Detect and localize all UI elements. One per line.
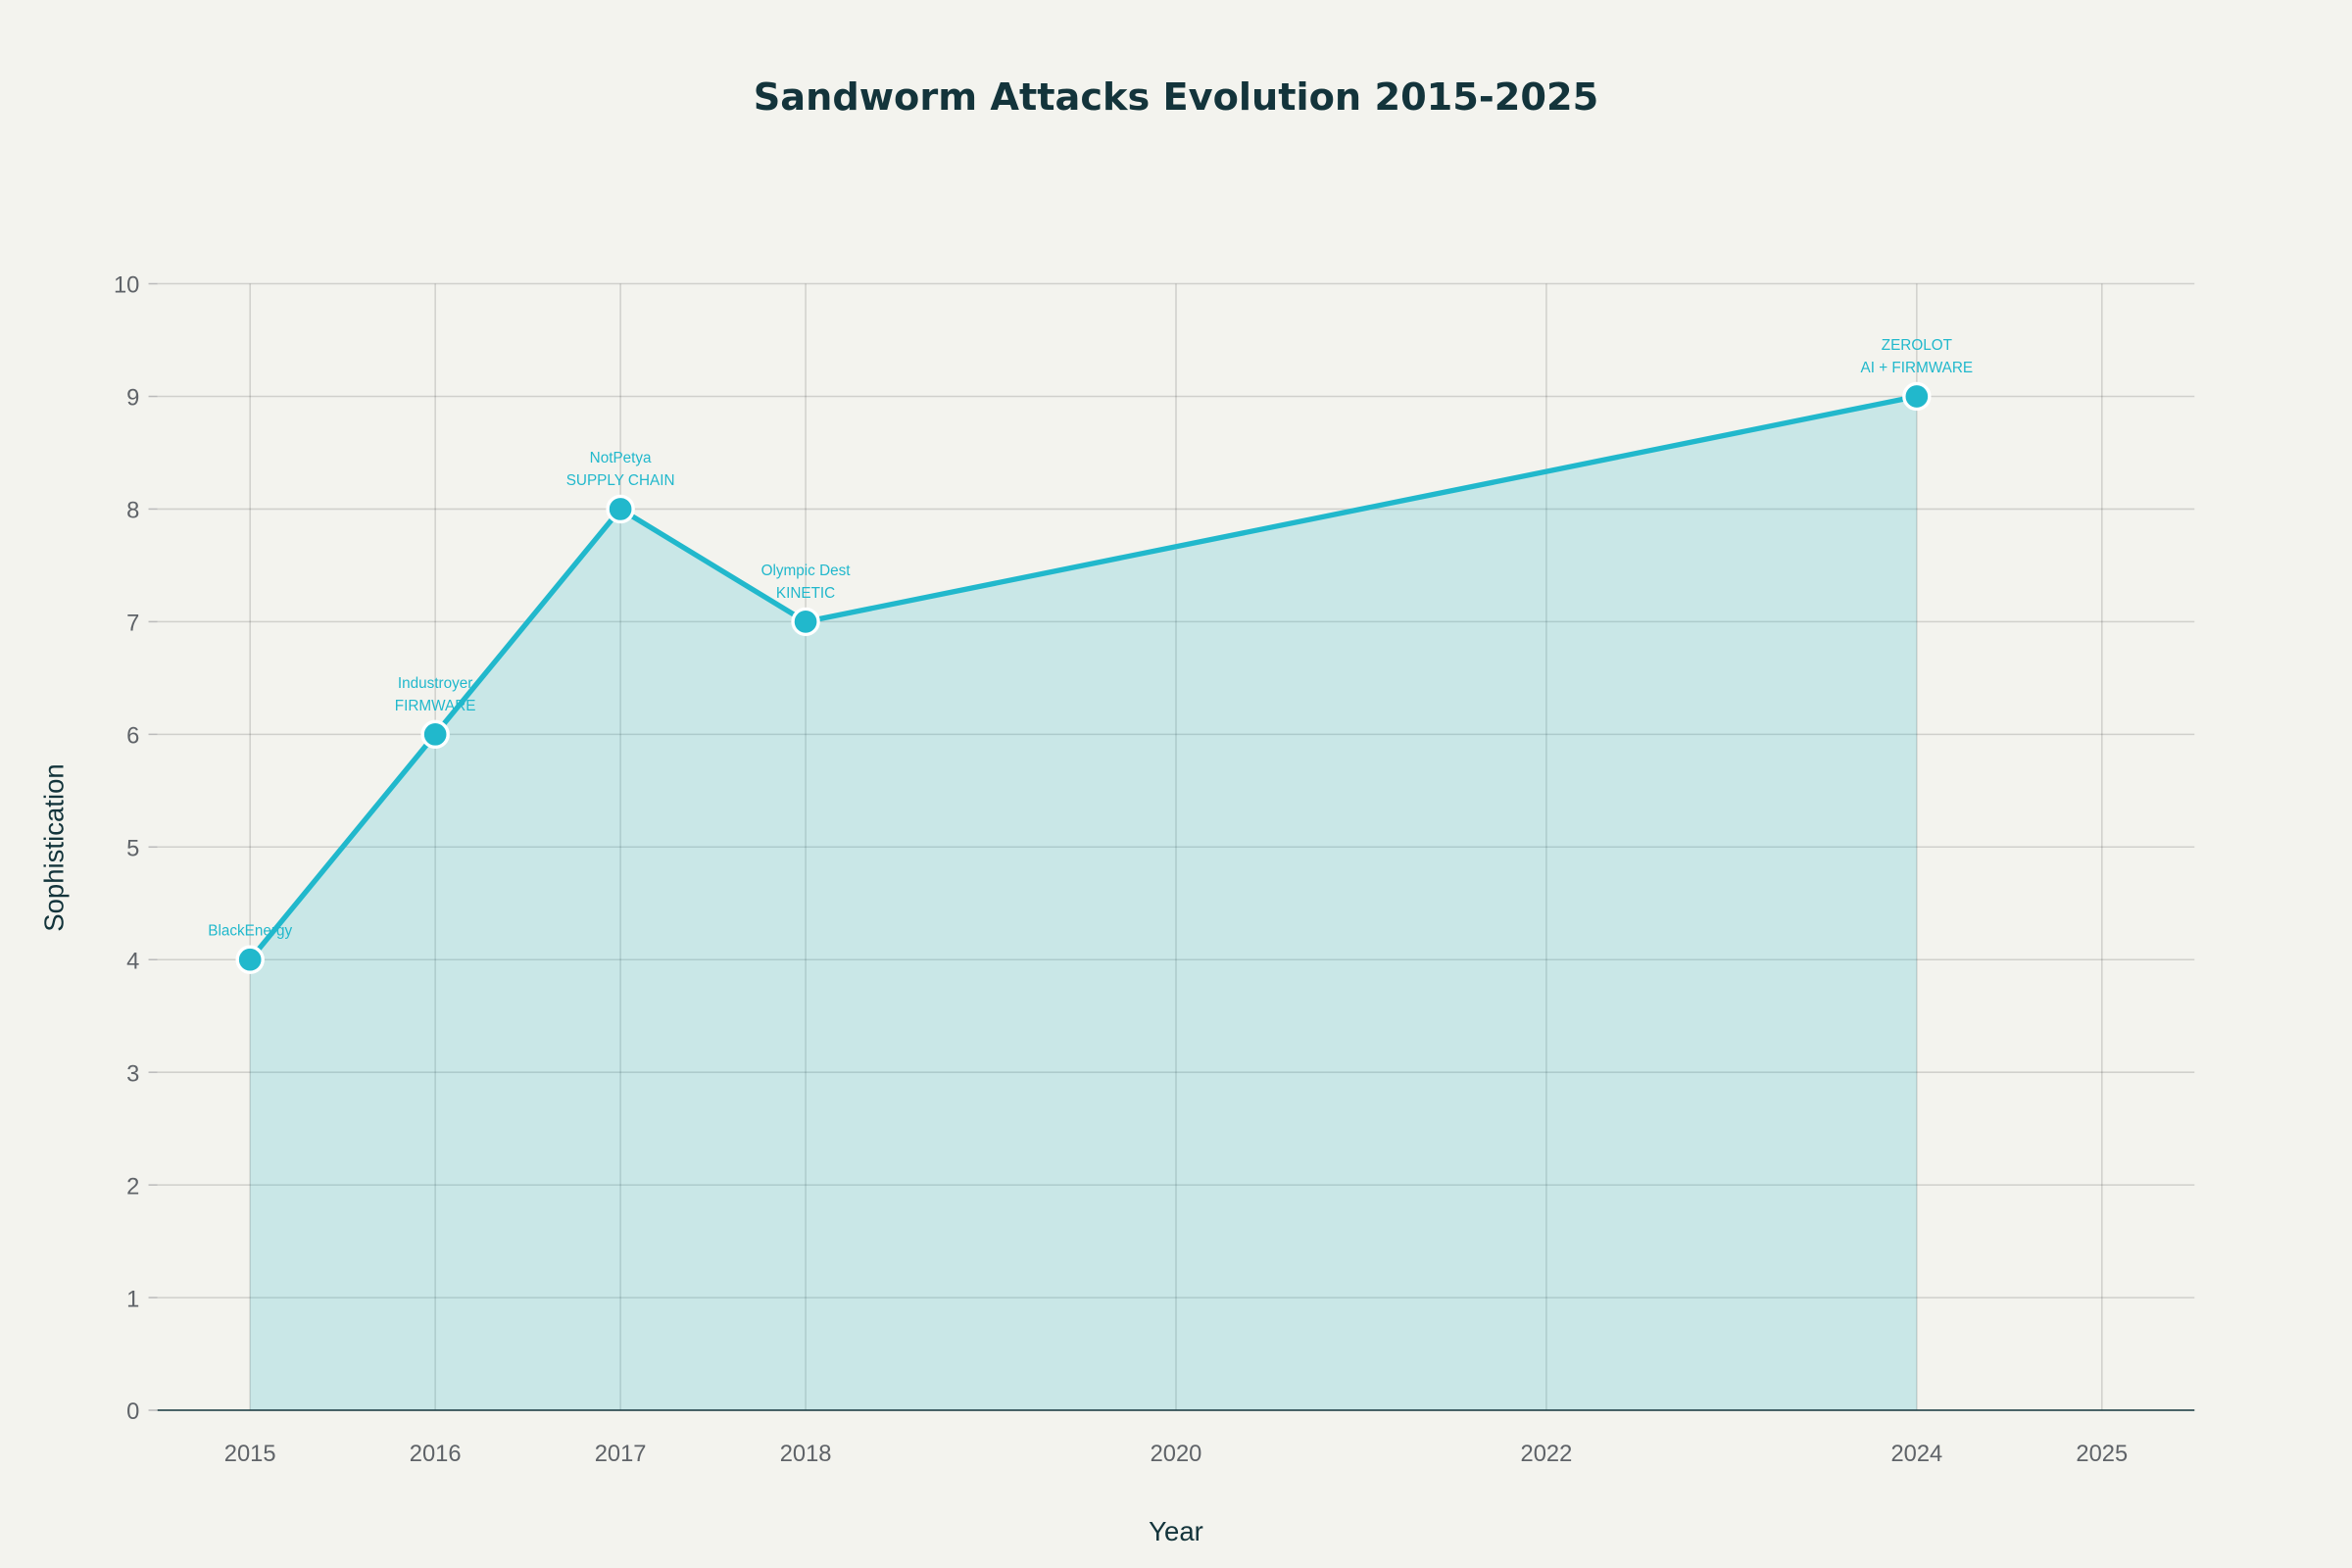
point-annotation: Olympic Dest <box>761 563 852 579</box>
x-tick-label: 2016 <box>410 1442 462 1467</box>
y-tick-label: 7 <box>126 612 139 637</box>
data-point <box>1902 381 1932 412</box>
data-point <box>420 719 450 750</box>
y-tick-label: 5 <box>126 836 139 861</box>
x-tick-label: 2017 <box>595 1442 647 1467</box>
y-tick-label: 3 <box>126 1061 139 1087</box>
y-tick-label: 2 <box>126 1174 139 1200</box>
tick-labels: 0 1 2 3 4 5 6 7 8 9 10 2015 2016 2017 2018 2020 2022 2024… <box>114 273 2128 1467</box>
y-tick-label: 4 <box>126 949 139 974</box>
data-point <box>235 945 265 974</box>
x-tick-label: 2025 <box>2076 1442 2128 1467</box>
data-point <box>791 607 820 637</box>
data-point <box>606 494 635 524</box>
point-annotation: AI + FIRMWARE <box>1861 360 1974 376</box>
x-tick-label: 2018 <box>780 1442 832 1467</box>
y-tick-label: 9 <box>126 386 139 412</box>
x-tick-label: 2024 <box>1890 1442 1942 1467</box>
y-tick-label: 0 <box>126 1399 139 1425</box>
x-axis-label: Year <box>1149 1516 1203 1546</box>
y-tick-label: 1 <box>126 1287 139 1312</box>
x-tick-label: 2022 <box>1521 1442 1573 1467</box>
area-fill <box>250 396 1917 1411</box>
x-tick-label: 2020 <box>1151 1442 1202 1467</box>
point-annotation: FIRMWARE <box>395 698 476 714</box>
point-annotation: NotPetya <box>590 450 652 466</box>
gridlines <box>148 282 2195 1411</box>
y-tick-label: 8 <box>126 499 139 524</box>
y-tick-label: 6 <box>126 724 139 750</box>
chart-title: Sandworm Attacks Evolution 2015-2025 <box>754 75 1598 120</box>
point-annotation: Industroyer <box>398 675 473 692</box>
y-tick-label: 10 <box>114 273 139 299</box>
point-annotation: KINETIC <box>776 585 835 602</box>
point-annotation: BlackEnergy <box>208 923 292 940</box>
point-annotation: SUPPLY CHAIN <box>566 472 675 489</box>
area-layer: BlackEnergy Industroyer FIRMWARE NotPetya SU… <box>157 337 2195 1411</box>
point-annotation: ZEROLOT <box>1882 337 1952 354</box>
y-axis-label: Sophistication <box>38 763 69 932</box>
x-tick-label: 2015 <box>224 1442 276 1467</box>
